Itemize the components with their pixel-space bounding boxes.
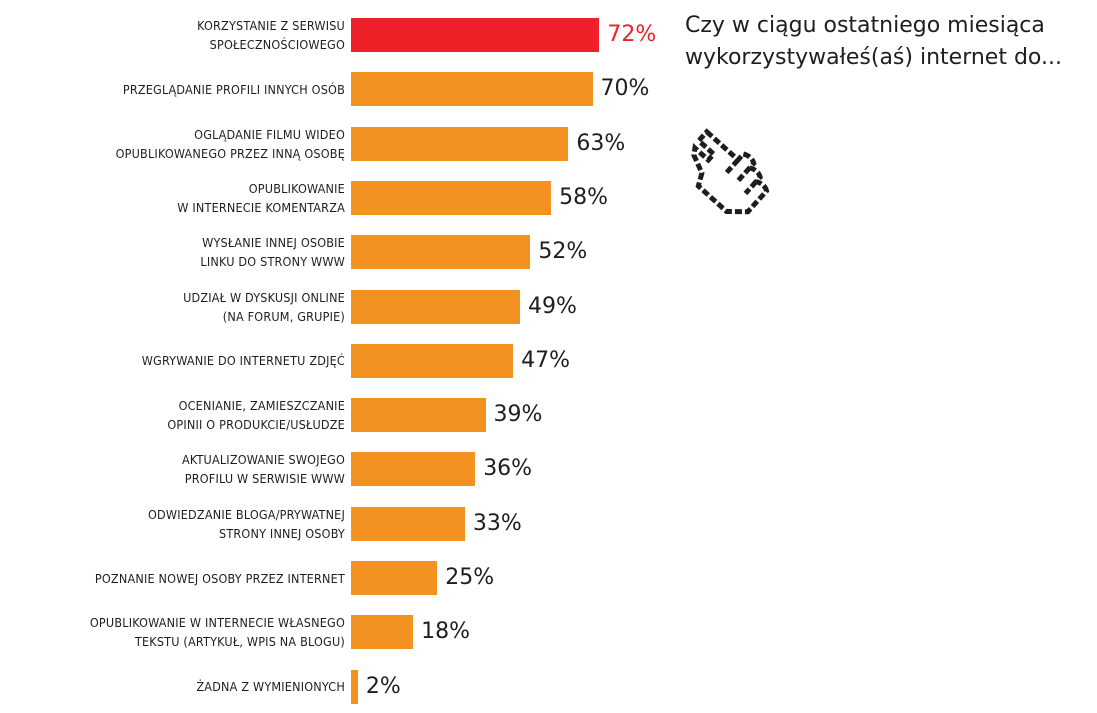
bar <box>351 72 593 107</box>
value-label: 70% <box>600 76 650 102</box>
category-label: OPUBLIKOWANIE W INTERNECIE WŁASNEGO TEKST… <box>90 613 345 651</box>
category-label: UDZIAŁ W DYSKUSJI ONLINE (NA FORUM, GRUPI… <box>183 288 345 326</box>
category-label: ODWIEDZANIE BLOGA/PRYWATNEJ STRONY INNEJ … <box>148 505 345 543</box>
category-label-line: ŻADNA Z WYMIENIONYCH <box>196 679 345 695</box>
category-label-line: OCENIANIE, ZAMIESZCZANIE <box>178 398 345 414</box>
category-label: PRZEGLĄDANIE PROFILI INNYCH OSÓB <box>123 80 345 99</box>
bar <box>351 235 531 270</box>
bar <box>351 506 465 541</box>
category-label-line: W INTERNECIE KOMENTARZA <box>177 199 345 215</box>
category-label-line: PRZEGLĄDANIE PROFILI INNYCH OSÓB <box>122 81 345 97</box>
category-label: WGRYWANIE DO INTERNETU ZDJĘĆ <box>142 351 345 370</box>
category-label: OPUBLIKOWANIE W INTERNECIE KOMENTARZA <box>177 179 345 217</box>
category-label: OCENIANIE, ZAMIESZCZANIE OPINII O PRODUKC… <box>167 396 345 434</box>
category-label: ŻADNA Z WYMIENIONYCH <box>196 677 345 696</box>
category-label-line: POZNANIE NOWEJ OSOBY PRZEZ INTERNET <box>94 570 345 586</box>
bar <box>351 615 414 650</box>
value-label: 39% <box>493 402 543 428</box>
category-label-line: LINKU DO STRONY WWW <box>200 254 345 270</box>
category-label: KORZYSTANIE Z SERWISU SPOŁECZNOŚCIOWEGO <box>197 16 345 54</box>
value-label: 63% <box>576 130 626 156</box>
bar <box>351 398 486 433</box>
category-label-line: AKTUALIZOWANIE SWOJEGO <box>181 452 345 468</box>
value-label: 2% <box>365 673 401 699</box>
category-label-line: OPINII O PRODUKCIE/USŁUDZE <box>167 417 345 433</box>
category-label: POZNANIE NOWEJ OSOBY PRZEZ INTERNET <box>95 569 345 588</box>
value-label: 58% <box>559 184 608 210</box>
bar <box>351 289 521 324</box>
chart-title: Czy w ciągu ostatniego miesiąca wykorzys… <box>685 13 1062 70</box>
category-label-line: TEKSTU (ARTYKUŁ, WPIS NA BLOGU) <box>134 634 345 650</box>
category-label-line: WGRYWANIE DO INTERNETU ZDJĘĆ <box>141 353 345 369</box>
bar <box>351 343 514 378</box>
bar <box>351 452 476 487</box>
pointing-hand-cursor-icon <box>691 128 770 215</box>
bar <box>351 669 358 704</box>
category-label-line: (NA FORUM, GRUPIE) <box>222 308 345 324</box>
category-label-line: PROFILU W SERWISIE WWW <box>184 471 345 487</box>
category-label-line: SPOŁECZNOŚCIOWEGO <box>209 37 345 52</box>
category-label-line: ODWIEDZANIE BLOGA/PRYWATNEJ <box>148 506 345 522</box>
category-label-line: OPUBLIKOWANEGO PRZEZ INNĄ OSOBĘ <box>115 145 345 161</box>
bar <box>351 18 600 52</box>
category-label: OGLĄDANIE FILMU WIDEO OPUBLIKOWANEGO PRZE… <box>116 125 345 163</box>
value-label: 18% <box>421 619 470 645</box>
value-label: 72% <box>607 22 657 47</box>
category-label-line: OPUBLIKOWANIE W INTERNECIE WŁASNEGO <box>89 615 345 631</box>
category-label: AKTUALIZOWANIE SWOJEGO PROFILU W SERWISIE… <box>182 450 345 488</box>
value-label: 49% <box>528 293 577 319</box>
value-label: 36% <box>483 456 533 482</box>
category-label-line: UDZIAŁ W DYSKUSJI ONLINE <box>183 289 345 305</box>
category-label: WYSŁANIE INNEJ OSOBIE LINKU DO STRONY WWW <box>200 233 345 271</box>
value-label: 25% <box>445 565 495 590</box>
category-label-line: OGLĄDANIE FILMU WIDEO <box>194 126 345 142</box>
value-label: 33% <box>472 510 522 536</box>
bar <box>351 126 569 161</box>
category-label-line: STRONY INNEJ OSOBY <box>219 525 345 541</box>
category-label-line: KORZYSTANIE Z SERWISU <box>197 18 345 33</box>
category-label-line: WYSŁANIE INNEJ OSOBIE <box>202 235 345 251</box>
bar <box>351 561 438 595</box>
bar <box>351 180 552 215</box>
value-label: 47% <box>521 347 571 373</box>
value-label: 52% <box>538 239 588 265</box>
category-label-line: OPUBLIKOWANIE <box>248 180 345 196</box>
